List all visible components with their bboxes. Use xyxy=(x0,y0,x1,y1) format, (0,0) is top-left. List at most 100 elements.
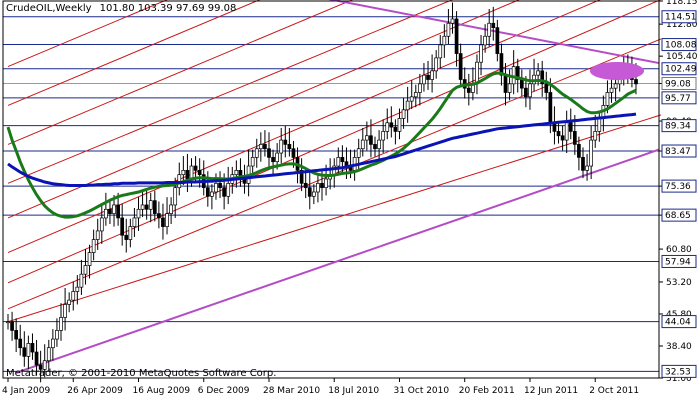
candle-body xyxy=(67,299,72,305)
price-level-labels: 114.51 108.08 102.49 99.08 95.77 89.34 83.47 75… xyxy=(661,10,697,378)
channel-line xyxy=(7,0,261,106)
candle-body xyxy=(393,126,398,132)
candle-body xyxy=(446,22,451,37)
candle-body xyxy=(466,87,471,93)
candle-body xyxy=(589,139,593,167)
candle-body xyxy=(577,144,581,158)
candle-body xyxy=(438,44,443,59)
moving-average-lines xyxy=(6,71,637,219)
price-level-label: 83.47 xyxy=(665,147,691,157)
price-level-label: 89.34 xyxy=(665,122,691,132)
channel-line xyxy=(7,0,168,67)
candle-body xyxy=(299,170,304,184)
x-axis: 4 Jan 2009 26 Apr 2009 16 Aug 2009 6 Dec 20… xyxy=(2,378,639,396)
candle-body xyxy=(430,70,434,80)
candle-body xyxy=(316,182,320,193)
price-level-box xyxy=(661,364,697,378)
price-level-box xyxy=(661,254,697,268)
candle-body xyxy=(148,200,153,210)
candle-body xyxy=(499,53,504,76)
candle-body xyxy=(450,18,455,24)
candle-body xyxy=(157,213,161,219)
channel-line xyxy=(7,0,520,219)
blue-moving-average xyxy=(7,112,637,187)
candle-body xyxy=(279,139,284,154)
candle-body xyxy=(95,230,100,240)
candle-body xyxy=(369,135,373,145)
candle-body xyxy=(267,148,271,158)
candle-body xyxy=(401,109,406,119)
candle-body xyxy=(271,157,275,163)
price-level-label: 68.65 xyxy=(665,211,691,221)
x-tick-label: 12 Jun 2011 xyxy=(524,386,578,396)
candle-body xyxy=(144,204,149,210)
channel-line xyxy=(7,0,453,184)
y-tick-label: 53.20 xyxy=(666,278,692,288)
candle-body xyxy=(360,139,365,150)
price-level-label: 44.04 xyxy=(665,318,691,328)
y-tick-label: 60.80 xyxy=(666,245,692,255)
candle-body xyxy=(540,70,545,85)
candle-body xyxy=(597,118,602,132)
price-level-box xyxy=(661,91,697,105)
candle-body xyxy=(491,22,496,28)
candle-body xyxy=(303,182,308,189)
candle-body xyxy=(377,139,381,150)
candle-body xyxy=(197,170,202,176)
candle-body xyxy=(263,144,267,150)
price-level-box xyxy=(661,315,697,329)
candle-body xyxy=(116,204,120,219)
candle-body xyxy=(218,182,222,189)
plot-frame xyxy=(2,0,660,379)
price-level-label: 32.53 xyxy=(665,367,691,377)
candle-body xyxy=(59,317,63,331)
candle-body xyxy=(124,234,129,240)
candle-body xyxy=(475,61,479,85)
target-zone-ellipse xyxy=(590,62,644,80)
candle-body xyxy=(307,187,312,197)
candle-body xyxy=(189,165,194,180)
y-tick-label: 38.40 xyxy=(666,342,692,352)
price-level-box xyxy=(661,208,697,222)
channel-line xyxy=(7,114,662,323)
price-level-box xyxy=(661,76,697,90)
copyright-text: Metatrader, © 2001-2010 MetaQuotes Softw… xyxy=(6,368,276,379)
candle-body xyxy=(83,265,88,275)
candle-body xyxy=(63,304,67,318)
x-tick-label: 4 Jan 2009 xyxy=(2,386,50,396)
candle-body xyxy=(487,22,492,37)
candle-body xyxy=(234,170,239,176)
price-level-box xyxy=(661,38,697,52)
candle-body xyxy=(71,291,76,301)
price-level-label: 95.77 xyxy=(665,94,691,104)
candle-body xyxy=(128,226,133,240)
candle-body xyxy=(226,182,231,197)
candle-body xyxy=(104,208,108,219)
candle-body xyxy=(320,182,324,189)
candle-body xyxy=(193,165,198,171)
candle-body xyxy=(454,18,459,54)
candle-body xyxy=(14,330,19,340)
candle-body xyxy=(609,87,614,93)
candle-body xyxy=(22,347,27,357)
candle-body xyxy=(458,53,463,80)
price-level-box xyxy=(661,119,697,133)
price-level-label: 102.49 xyxy=(665,65,697,75)
candle-body xyxy=(483,35,487,46)
x-tick-label: 31 Oct 2010 xyxy=(393,386,449,396)
candle-body xyxy=(356,148,361,158)
candle-body xyxy=(120,217,125,236)
candle-body xyxy=(585,165,589,171)
candle-body xyxy=(434,57,439,72)
x-tick-label: 2 Oct 2011 xyxy=(589,386,639,396)
price-level-label: 57.94 xyxy=(665,257,691,267)
candle-body xyxy=(161,217,165,227)
candle-body xyxy=(581,157,585,171)
candle-body xyxy=(75,286,80,292)
candle-body xyxy=(112,204,116,214)
candle-body xyxy=(99,217,104,232)
candle-body xyxy=(250,157,255,167)
candle-body xyxy=(524,87,528,98)
